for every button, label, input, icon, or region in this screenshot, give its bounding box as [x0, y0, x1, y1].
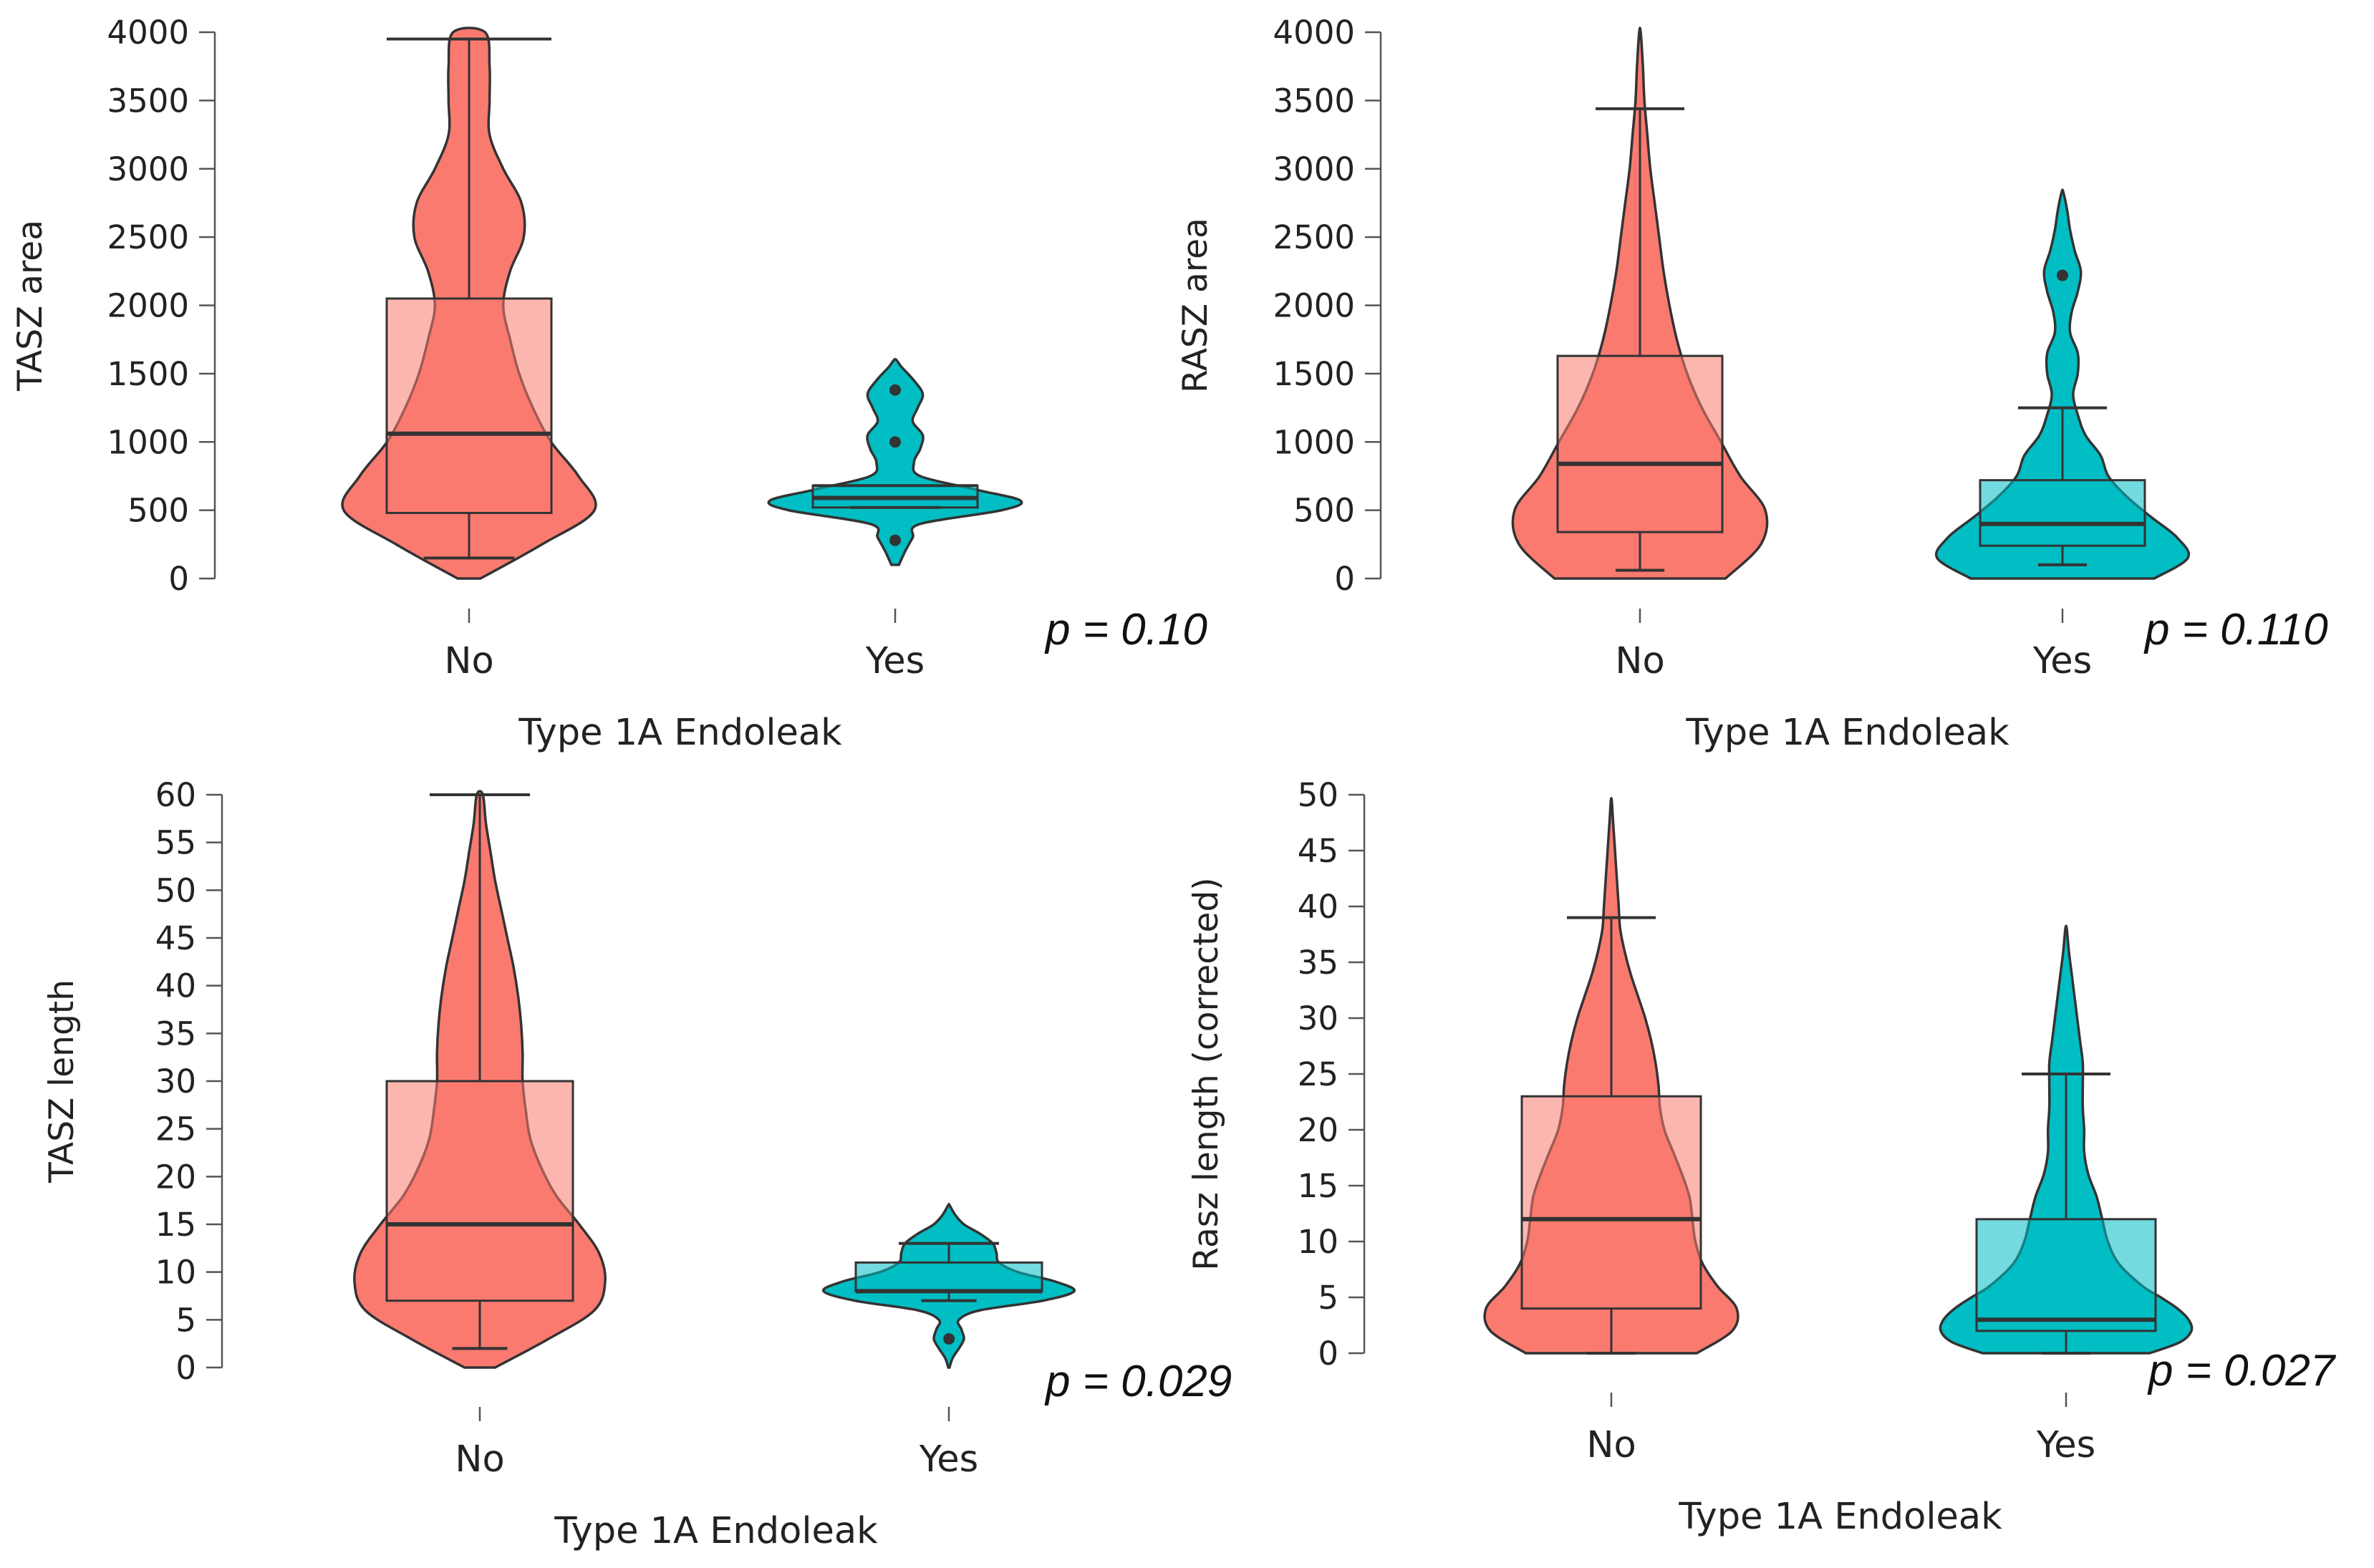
y-axis-title: Rasz length (corrected)	[1187, 877, 1226, 1270]
y-axis-title: RASZ area	[1176, 218, 1215, 393]
y-axis-title: TASZ area	[11, 220, 50, 392]
outlier-point	[889, 436, 901, 448]
y-tick-label: 50	[1298, 776, 1338, 814]
y-tick-label: 0	[1334, 560, 1355, 598]
violin-group-yes: Yes	[1939, 924, 2194, 1466]
x-category-label: Yes	[2036, 1424, 2095, 1466]
p-value-annotation: p = 0.110	[2143, 605, 2328, 654]
y-tick-label: 1000	[1273, 423, 1355, 461]
box-iqr	[385, 1080, 574, 1302]
violin-shape	[1935, 188, 2190, 580]
y-tick-label: 500	[127, 492, 189, 530]
y-tick-label: 1500	[107, 355, 189, 393]
chart-panel-2: 0 500 1000 1500 2000 2500 3000 3500 4000 RASZ are…	[1176, 14, 2328, 754]
y-tick-label: 35	[155, 1015, 196, 1052]
y-tick-label: 45	[155, 919, 196, 957]
y-tick-label: 15	[1298, 1167, 1338, 1205]
chart-panel-4: 0 5 10 15 20 25 30 35 40 45 50 Rasz length (correct…	[1187, 776, 2337, 1538]
chart-panel-3: 0 5 10 15 20 25 30 35 40 45 50 55 60 TASZ length No Yes…	[42, 776, 1232, 1552]
y-tick-label: 20	[155, 1158, 196, 1196]
box-iqr	[1975, 1218, 2157, 1332]
y-tick-label: 500	[1293, 492, 1355, 530]
p-value-annotation: p = 0.029	[1044, 1357, 1232, 1406]
violin-group-no: No	[1511, 26, 1769, 682]
outlier-point	[943, 1333, 955, 1345]
outlier-point	[889, 384, 901, 396]
y-tick-label: 2500	[1273, 218, 1355, 256]
p-value-annotation: p = 0.027	[2147, 1346, 2337, 1395]
x-axis-title: Type 1A Endoleak	[1685, 712, 2009, 754]
box-iqr	[1556, 354, 1724, 533]
x-category-label: Yes	[919, 1438, 978, 1481]
y-tick-label: 25	[1298, 1055, 1338, 1093]
y-tick-label: 5	[175, 1301, 196, 1339]
violin-group-yes: Yes	[1935, 188, 2190, 682]
box-iqr	[1520, 1095, 1702, 1310]
violin-shape	[767, 357, 1023, 566]
y-tick-label: 1500	[1273, 355, 1355, 393]
y-tick-label: 2000	[1273, 287, 1355, 325]
y-tick-label: 30	[1298, 1000, 1338, 1037]
box-iqr	[1979, 479, 2146, 547]
chart-panel-1: 0 500 1000 1500 2000 2500 3000 3500 4000 TASZ are…	[11, 14, 1207, 754]
x-category-label: No	[455, 1438, 504, 1481]
y-axis-title: TASZ length	[42, 979, 82, 1184]
y-tick-label: 40	[155, 967, 196, 1005]
y-tick-label: 5	[1318, 1279, 1338, 1317]
y-tick-label: 40	[1298, 888, 1338, 926]
p-value-annotation: p = 0.10	[1044, 605, 1207, 654]
y-tick-label: 3000	[1273, 150, 1355, 188]
y-tick-label: 0	[1318, 1335, 1338, 1373]
y-tick-label: 4000	[107, 14, 189, 52]
outlier-point	[889, 534, 901, 546]
outlier-point	[2057, 269, 2068, 281]
y-tick-label: 3500	[1273, 82, 1355, 120]
y-tick-label: 2000	[107, 287, 189, 325]
x-category-label: Yes	[2032, 640, 2092, 682]
y-tick-label: 0	[168, 560, 189, 598]
box-iqr	[854, 1261, 1043, 1292]
y-tick-label: 55	[155, 824, 196, 862]
y-tick-label: 10	[1298, 1223, 1338, 1261]
y-tick-label: 3500	[107, 82, 189, 120]
y-tick-label: 50	[155, 871, 196, 909]
y-tick-label: 35	[1298, 944, 1338, 982]
violin-group-no: No	[353, 790, 607, 1481]
x-category-label: No	[1615, 640, 1664, 682]
violin-group-yes: Yes	[822, 1202, 1076, 1481]
y-tick-label: 15	[155, 1206, 196, 1244]
y-tick-label: 4000	[1273, 14, 1355, 52]
y-tick-label: 3000	[107, 150, 189, 188]
y-tick-label: 0	[175, 1349, 196, 1387]
x-category-label: No	[1586, 1424, 1636, 1466]
y-tick-label: 30	[155, 1063, 196, 1100]
y-tick-label: 10	[155, 1254, 196, 1292]
violin-group-yes: Yes	[767, 357, 1023, 682]
x-category-label: Yes	[865, 640, 925, 682]
y-tick-label: 1000	[107, 423, 189, 461]
y-tick-label: 20	[1298, 1111, 1338, 1149]
y-tick-label: 45	[1298, 832, 1338, 870]
x-axis-title: Type 1A Endoleak	[518, 712, 842, 754]
violin-group-no: No	[341, 26, 597, 682]
y-tick-label: 25	[155, 1110, 196, 1148]
x-axis-title: Type 1A Endoleak	[1678, 1496, 2002, 1538]
box-iqr	[385, 297, 553, 514]
x-axis-title: Type 1A Endoleak	[554, 1510, 878, 1552]
y-tick-label: 60	[155, 776, 196, 814]
violin-group-no: No	[1483, 797, 1740, 1466]
y-tick-label: 2500	[107, 218, 189, 256]
x-category-label: No	[444, 640, 493, 682]
